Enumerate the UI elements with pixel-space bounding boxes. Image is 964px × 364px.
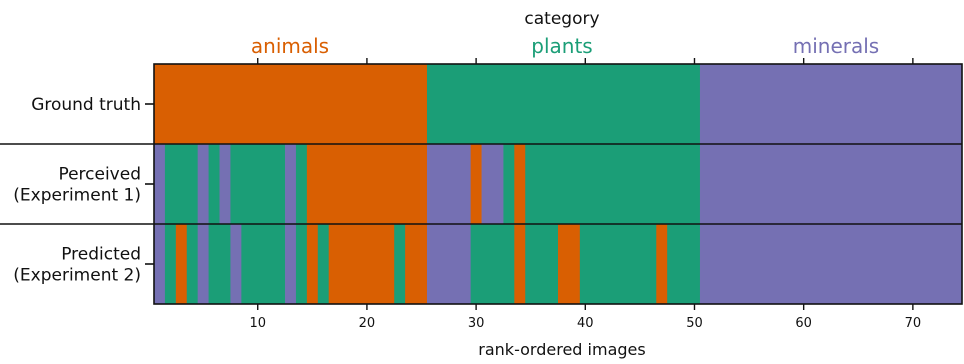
segment-animals [405,224,428,304]
segment-minerals [285,224,297,304]
segment-animals [306,144,428,224]
segment-animals [514,224,526,304]
rows-layer [0,63,963,305]
segment-animals [154,64,428,144]
row-label: Predicted [61,245,141,265]
category-label-plants: plants [531,34,592,58]
segment-minerals [426,144,472,224]
segment-plants [164,224,177,304]
x-tick-label: 30 [468,316,485,331]
segment-plants [295,224,308,304]
segment-animals [328,224,395,304]
row-2 [154,224,963,304]
segment-animals [514,144,526,224]
x-tick-label: 60 [795,316,812,331]
segment-plants [230,144,286,224]
segment-animals [558,224,581,304]
segment-animals [470,144,482,224]
segment-minerals [699,224,963,304]
category-label-minerals: minerals [793,34,879,58]
segment-minerals [230,224,242,304]
segment-animals [306,224,319,304]
row-label: (Experiment 2) [13,266,141,286]
segment-plants [503,144,515,224]
segment-minerals [154,224,166,304]
segment-animals [175,224,188,304]
x-tick-label: 50 [686,316,703,331]
row-0 [154,64,963,144]
x-tick-label: 20 [359,316,376,331]
segment-animals [656,224,668,304]
segment-plants [579,224,657,304]
segment-minerals [699,144,963,224]
segment-plants [164,144,199,224]
segment-plants [208,144,220,224]
segment-plants [525,144,701,224]
row-1 [154,144,963,224]
x-tick-label: 40 [577,316,594,331]
segment-minerals [285,144,297,224]
segment-minerals [154,144,166,224]
segment-plants [208,224,231,304]
segment-plants [470,224,515,304]
segment-plants [317,224,330,304]
segment-plants [525,224,559,304]
x-tick-label: 70 [905,316,922,331]
segment-minerals [219,144,231,224]
row-label: Ground truth [31,95,141,115]
segment-plants [394,224,406,304]
segment-minerals [699,64,963,144]
category-label-animals: animals [251,34,329,58]
segment-plants [186,224,199,304]
segment-minerals [426,224,472,304]
row-label: (Experiment 1) [13,186,141,206]
segment-minerals [481,144,504,224]
segment-plants [295,144,308,224]
x-axis-label: rank-ordered images [478,340,645,359]
segment-minerals [197,224,209,304]
bottom-axis: 10 20 30 40 50 60 70 [249,304,921,331]
row-label: Perceived [58,165,141,185]
top-axis: animals plants minerals [251,34,914,64]
segment-minerals [197,144,209,224]
row-labels: Ground truth Perceived(Experiment 1) Predi… [13,95,154,286]
segment-plants [426,64,701,144]
chart-title: category [524,9,599,29]
segment-plants [667,224,701,304]
x-tick-label: 10 [249,316,266,331]
segment-plants [241,224,286,304]
